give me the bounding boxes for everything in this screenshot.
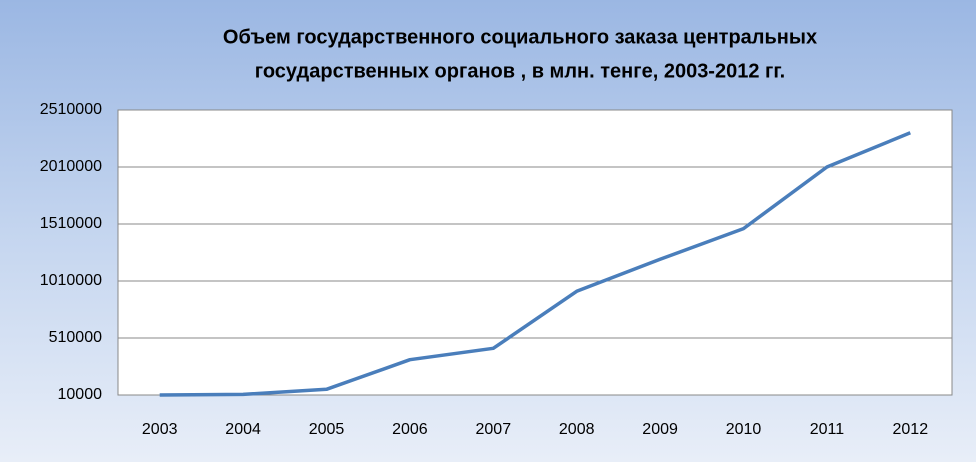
x-tick-label: 2003 bbox=[142, 421, 178, 438]
x-tick-label: 2006 bbox=[392, 421, 428, 438]
x-tick-label: 2009 bbox=[642, 421, 678, 438]
x-tick-label: 2008 bbox=[559, 421, 595, 438]
y-tick-label: 1510000 bbox=[40, 215, 102, 232]
y-tick-label: 2510000 bbox=[40, 101, 102, 118]
x-tick-label: 2005 bbox=[309, 421, 345, 438]
chart-title: Объем государственного социального заказ… bbox=[223, 26, 817, 48]
y-tick-label: 510000 bbox=[49, 329, 102, 346]
x-tick-label: 2011 bbox=[810, 421, 845, 438]
y-tick-label: 1010000 bbox=[40, 272, 102, 289]
chart-title: государственных органов , в млн. тенге, … bbox=[255, 60, 785, 82]
x-tick-label: 2010 bbox=[726, 421, 762, 438]
plot-area bbox=[117, 109, 953, 396]
x-tick-label: 2012 bbox=[893, 421, 929, 438]
data-line bbox=[159, 131, 911, 397]
x-tick-label: 2004 bbox=[225, 421, 261, 438]
x-tick-label: 2007 bbox=[476, 421, 512, 438]
y-tick-label: 2010000 bbox=[40, 158, 102, 175]
y-tick-label: 10000 bbox=[58, 386, 103, 403]
